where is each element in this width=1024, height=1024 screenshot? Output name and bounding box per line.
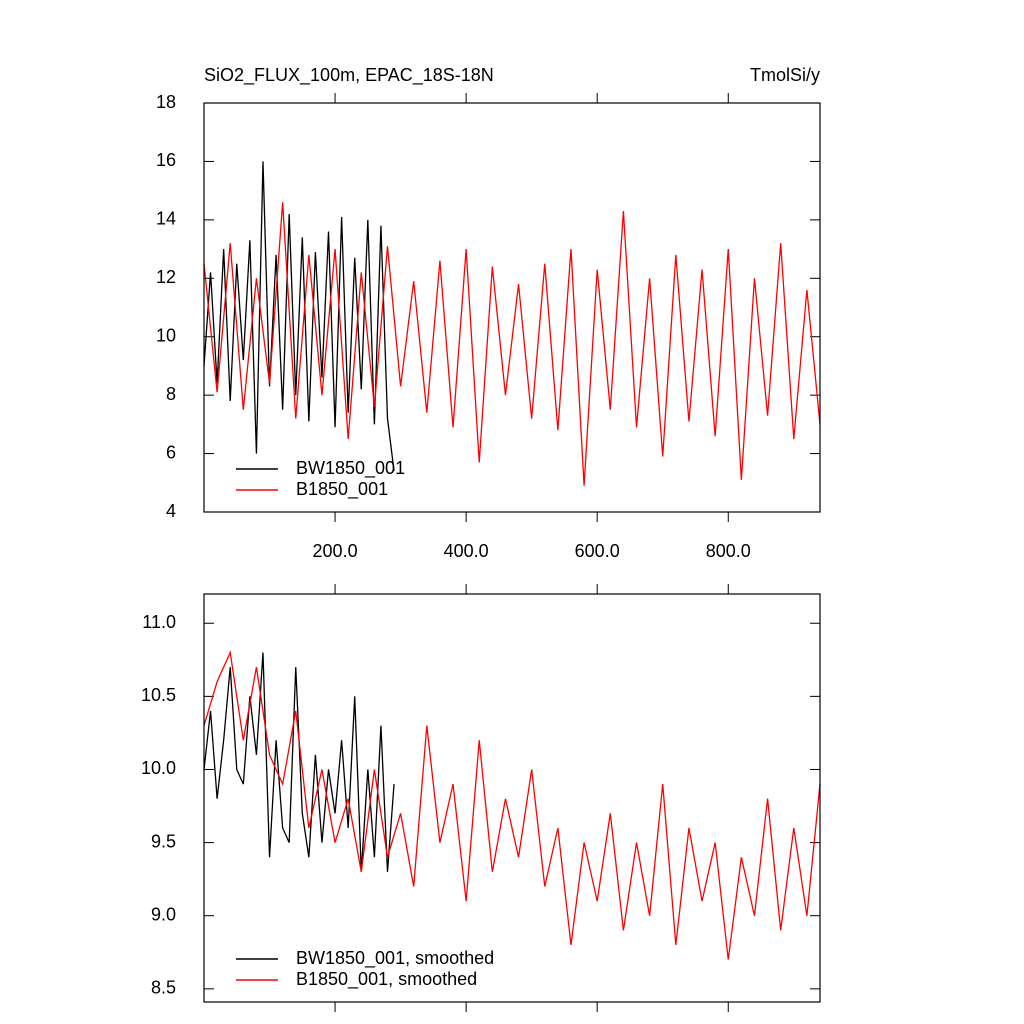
y-tick-label: 10.5 xyxy=(141,685,176,705)
y-tick-label: 9.0 xyxy=(151,904,176,924)
x-tick-label: 600.0 xyxy=(575,541,620,561)
y-tick-label: 11.0 xyxy=(142,612,176,632)
x-tick-label: 800.0 xyxy=(706,541,751,561)
data-line xyxy=(203,650,821,960)
legend-label: B1850_001 xyxy=(296,479,388,500)
plot-frame xyxy=(203,102,821,513)
y-tick-label: 6 xyxy=(166,442,176,462)
legend-label: BW1850_001 xyxy=(296,458,405,479)
y-tick-label: 8 xyxy=(166,384,176,404)
chart-title: SiO2_FLUX_100m, EPAC_18S-18N xyxy=(204,65,494,86)
y-tick-label: 16 xyxy=(156,150,176,170)
y-tick-label: 12 xyxy=(156,267,176,287)
x-tick-label: 400.0 xyxy=(444,541,489,561)
y-tick-label: 10.0 xyxy=(141,758,176,778)
units-label: TmolSi/y xyxy=(750,65,820,85)
legend-label: B1850_001, smoothed xyxy=(296,969,477,990)
plot-frame xyxy=(203,593,821,1003)
y-tick-label: 8.5 xyxy=(151,978,176,998)
data-line xyxy=(203,202,821,486)
y-tick-label: 9.5 xyxy=(151,831,176,851)
y-tick-label: 18 xyxy=(156,92,176,112)
y-tick-label: 4 xyxy=(166,501,176,521)
legend-label: BW1850_001, smoothed xyxy=(296,948,494,969)
y-tick-label: 10 xyxy=(156,325,176,345)
data-line xyxy=(203,161,395,472)
y-tick-label: 14 xyxy=(156,209,176,229)
x-tick-label: 200.0 xyxy=(313,541,358,561)
